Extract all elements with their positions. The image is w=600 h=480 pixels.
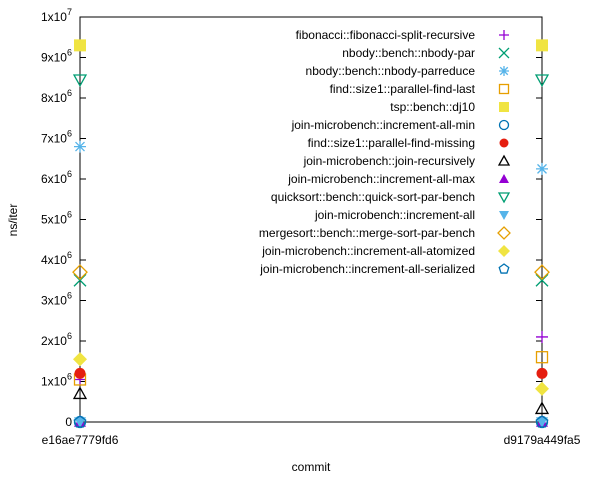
legend-label: join-microbench::join-recursively (303, 154, 475, 168)
data-point (72, 386, 88, 400)
legend-label: join-microbench::increment-all-atomized (261, 244, 475, 258)
data-points (72, 39, 550, 429)
legend-label: quicksort::bench::quick-sort-par-bench (271, 190, 475, 204)
data-point (73, 352, 87, 367)
legend: fibonacci::fibonacci-split-recursivenbod… (259, 28, 511, 276)
y-tick-exponent: 6 (67, 48, 72, 58)
legend-marker (497, 192, 511, 204)
legend-marker (497, 226, 511, 240)
y-axis-label: ns/iter (6, 204, 20, 237)
y-tick-label: 1x106 (41, 372, 72, 389)
data-point (74, 39, 86, 52)
y-tick-label: 6x106 (41, 169, 72, 186)
legend-label: fibonacci::fibonacci-split-recursive (296, 28, 476, 42)
legend-label: join-microbench::increment-all (314, 208, 475, 222)
x-tick-label: e16ae7779fd6 (42, 433, 119, 447)
data-point (72, 264, 88, 281)
data-point (535, 415, 549, 428)
data-point (73, 273, 87, 287)
data-point (535, 381, 549, 396)
legend-marker (498, 245, 510, 257)
legend-marker (498, 263, 510, 274)
legend-label: join-microbench::increment-all-max (287, 172, 475, 186)
legend-marker (499, 102, 509, 112)
legend-marker (498, 119, 510, 131)
legend-label: join-microbench::increment-all-serialize… (259, 262, 475, 276)
data-point (535, 273, 549, 287)
y-tick-exponent: 7 (67, 7, 72, 17)
data-point (73, 415, 87, 428)
data-point (534, 74, 550, 88)
x-tick-label: d9179a449fa5 (504, 433, 581, 447)
y-tick-label: 9x106 (41, 48, 72, 65)
data-point (536, 39, 548, 52)
legend-label: mergesort::bench::merge-sort-par-bench (259, 226, 475, 240)
x-axis: e16ae7779fd6 d9179a449fa5 (42, 17, 581, 447)
y-axis: 0 1x106 2x106 3x106 4x106 5x106 6x106 7x106 8x10… (41, 7, 542, 429)
legend-marker (499, 211, 509, 220)
legend-marker (498, 47, 510, 59)
y-tick-exponent: 6 (67, 331, 72, 341)
y-tick-exponent: 6 (67, 372, 72, 382)
legend-marker (499, 138, 509, 148)
data-point (74, 140, 86, 153)
legend-marker (499, 30, 509, 40)
data-point (74, 417, 86, 428)
y-tick-label: 8x106 (41, 88, 72, 105)
legend-label: tsp::bench::dj10 (390, 100, 475, 114)
y-tick-label: 5x106 (41, 210, 72, 227)
legend-label: join-microbench::increment-all-min (291, 118, 475, 132)
y-tick-label: 4x106 (41, 250, 72, 267)
y-tick-exponent: 6 (67, 250, 72, 260)
data-point (536, 330, 548, 343)
y-tick-exponent: 6 (67, 129, 72, 139)
data-point (534, 401, 550, 415)
x-axis-label: commit (292, 460, 331, 474)
legend-label: nbody::bench::nbody-par (342, 46, 475, 60)
legend-marker (498, 83, 510, 95)
legend-label: nbody::bench::nbody-parreduce (306, 64, 476, 78)
data-point (536, 417, 548, 428)
data-point (536, 162, 548, 175)
y-tick-label: 0 (65, 415, 72, 429)
y-tick-label: 1x107 (41, 7, 72, 24)
data-point (536, 367, 548, 379)
legend-marker (497, 154, 511, 166)
y-tick-label: 2x106 (41, 331, 72, 348)
data-point (74, 367, 86, 379)
y-tick-exponent: 6 (67, 291, 72, 301)
y-tick-exponent: 6 (67, 169, 72, 179)
y-tick-label: 7x106 (41, 129, 72, 146)
y-tick-exponent: 6 (67, 88, 72, 98)
data-point (534, 264, 550, 281)
legend-marker (499, 66, 509, 76)
data-point (72, 74, 88, 88)
y-tick-label: 3x106 (41, 291, 72, 308)
data-point (535, 351, 549, 364)
y-tick-exponent: 6 (67, 210, 72, 220)
legend-marker (499, 174, 509, 183)
legend-label: find::size1::parallel-find-last (330, 82, 476, 96)
legend-label: find::size1::parallel-find-missing (308, 136, 475, 150)
